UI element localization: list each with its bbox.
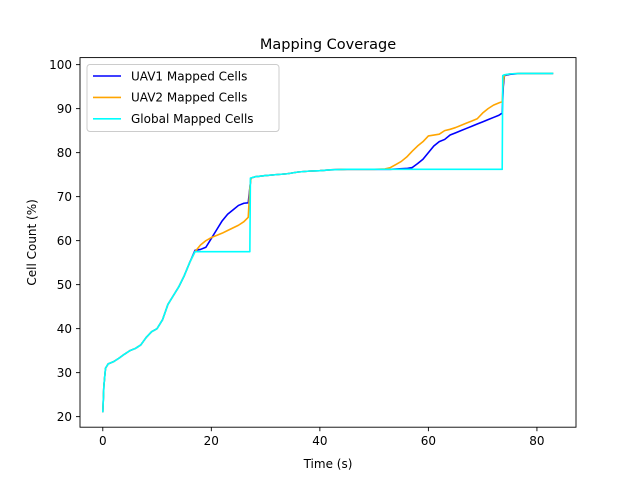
legend: UAV1 Mapped Cells UAV2 Mapped Cells Global… — [86, 64, 280, 132]
x-axis-label: Time (s) — [303, 457, 353, 471]
y-tick-label: 60 — [57, 234, 72, 248]
y-axis-ticks: 20 30 40 50 60 70 80 90 100 — [49, 58, 80, 424]
y-tick-label: 40 — [57, 322, 72, 336]
legend-box — [86, 64, 280, 132]
y-axis-label: Cell Count (%) — [25, 199, 39, 285]
y-tick-label: 80 — [57, 146, 72, 160]
plot-frame — [79, 57, 577, 428]
series-lines — [101, 72, 554, 413]
y-tick-label: 20 — [57, 410, 72, 424]
x-tick-label: 40 — [312, 434, 327, 448]
y-tick-label: 30 — [57, 366, 72, 380]
chart-title: Mapping Coverage — [260, 37, 396, 53]
legend-label-2: UAV2 Mapped Cells — [131, 91, 247, 105]
y-tick-label: 100 — [49, 58, 72, 72]
legend-label-3: Global Mapped Cells — [131, 112, 254, 126]
x-tick-label: 60 — [421, 434, 436, 448]
y-tick-label: 50 — [57, 278, 72, 292]
y-tick-label: 90 — [57, 102, 72, 116]
x-tick-label: 20 — [204, 434, 219, 448]
y-tick-label: 70 — [57, 190, 72, 204]
series-line-3 — [101, 72, 554, 413]
x-axis-ticks: 0 20 40 60 80 — [99, 427, 545, 448]
x-tick-label: 0 — [99, 434, 107, 448]
legend-label-1: UAV1 Mapped Cells — [131, 69, 247, 83]
x-tick-label: 80 — [529, 434, 544, 448]
